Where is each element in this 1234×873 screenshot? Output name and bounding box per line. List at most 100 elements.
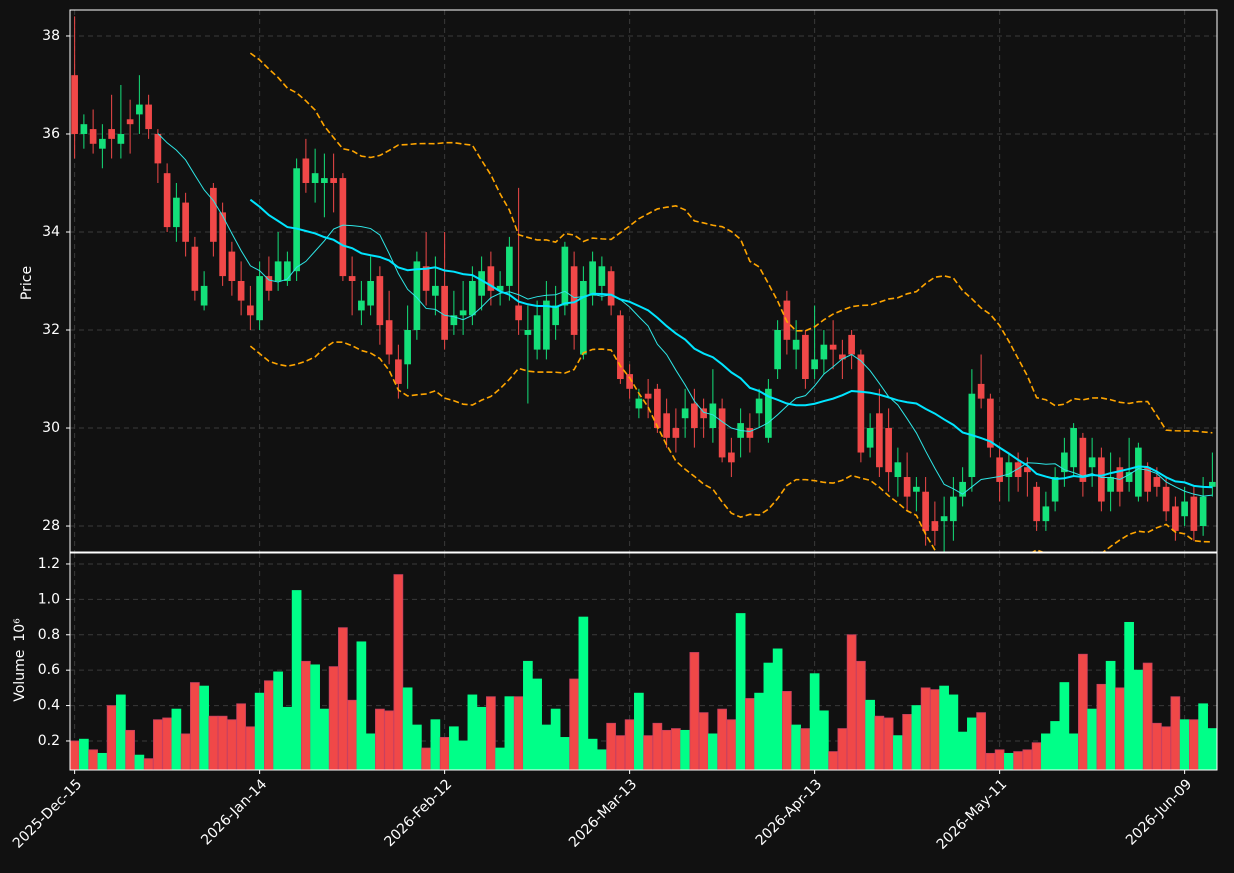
candle-body xyxy=(136,104,143,115)
volume-tick-label: 1.2 xyxy=(38,556,60,572)
candle-body xyxy=(210,187,217,242)
volume-bar xyxy=(985,752,996,770)
candle-body xyxy=(681,408,689,419)
price-panel xyxy=(71,16,1216,552)
candle-body xyxy=(385,320,393,355)
volume-bar xyxy=(1068,733,1079,770)
candle-body xyxy=(1005,462,1013,478)
volume-bar xyxy=(560,737,570,770)
y-tick-label: 28 xyxy=(42,518,60,534)
volume-bar xyxy=(79,738,89,770)
volume-bar xyxy=(856,660,866,770)
volume-panel xyxy=(70,574,1217,770)
candle-body xyxy=(950,496,957,522)
volume-tick-label: 0.6 xyxy=(38,662,60,678)
volume-bar xyxy=(1207,728,1217,770)
candle-body xyxy=(376,276,384,326)
bollinger-upper xyxy=(249,52,1213,434)
volume-bar xyxy=(523,660,533,770)
candle-body xyxy=(450,315,458,326)
volume-bar xyxy=(846,634,857,770)
candle-body xyxy=(774,330,781,370)
candle-body xyxy=(811,359,818,370)
volume-bar xyxy=(615,735,626,770)
volume-bar xyxy=(541,724,552,770)
volume-bar xyxy=(356,641,367,770)
candle-body xyxy=(700,408,707,419)
candle-body xyxy=(367,281,374,306)
candle-body xyxy=(709,403,717,429)
volume-bar xyxy=(1004,752,1014,770)
candle-body xyxy=(311,173,319,183)
candle-body xyxy=(200,285,208,306)
volume-bar xyxy=(88,749,98,770)
volume-bar xyxy=(902,714,912,770)
candle-body xyxy=(996,457,1003,482)
candle-body xyxy=(395,359,402,384)
volume-axis-label: Volume 10⁶ xyxy=(12,618,28,702)
candle-body xyxy=(256,276,263,321)
candle-body xyxy=(644,393,652,399)
candle-body xyxy=(829,344,837,350)
volume-bar xyxy=(1031,742,1042,770)
volume-bar xyxy=(227,719,237,770)
candle-body xyxy=(219,212,226,277)
volume-bar xyxy=(236,703,246,770)
volume-bar xyxy=(689,652,700,770)
volume-bar xyxy=(1078,653,1088,770)
candle-body xyxy=(1144,467,1151,492)
volume-bar xyxy=(643,735,653,770)
volume-bar xyxy=(735,613,746,770)
y-tick-label: 36 xyxy=(42,126,60,142)
candle-body xyxy=(145,104,152,130)
volume-bar xyxy=(134,754,145,770)
volume-bar xyxy=(1124,621,1134,770)
candle-body xyxy=(580,281,587,355)
candle-body xyxy=(857,354,865,453)
candle-body xyxy=(1042,506,1050,522)
volume-bar xyxy=(1050,721,1060,770)
volume-bar xyxy=(1152,722,1162,770)
volume-bar xyxy=(97,752,108,770)
candle-body xyxy=(1172,506,1179,531)
candle-body xyxy=(348,276,356,281)
volume-tick-label: 0.2 xyxy=(38,733,60,749)
volume-bar xyxy=(939,685,949,770)
volume-bar xyxy=(365,733,376,770)
candle-body xyxy=(515,305,522,321)
volume-bar xyxy=(809,673,820,770)
volume-bar xyxy=(1179,719,1190,770)
volume-bar xyxy=(143,758,154,770)
volume-bar xyxy=(652,722,663,770)
volume-tick-label: 0.8 xyxy=(38,627,60,643)
candle-body xyxy=(432,285,439,296)
price-frame xyxy=(69,9,1218,553)
moving-average xyxy=(157,133,1213,497)
candle-body xyxy=(358,300,365,311)
volume-bar xyxy=(569,678,579,770)
candle-body xyxy=(552,305,559,326)
volume-bar xyxy=(911,705,922,770)
volume-bar xyxy=(476,706,487,770)
moving-average xyxy=(249,198,1213,489)
volume-bar xyxy=(1096,683,1107,770)
volume-bar xyxy=(661,729,672,770)
candle-body xyxy=(570,266,578,335)
candle-body xyxy=(265,276,273,291)
candle-body xyxy=(718,408,726,458)
volume-bar xyxy=(439,737,450,770)
y-tick-label: 34 xyxy=(42,224,60,240)
volume-bar xyxy=(291,590,302,770)
candle-body xyxy=(792,339,800,350)
volume-bar xyxy=(606,722,616,770)
volume-bar xyxy=(763,662,774,770)
volume-bar xyxy=(819,710,829,770)
candle-body xyxy=(80,124,88,134)
candle-body xyxy=(755,398,763,414)
candle-body xyxy=(413,261,421,331)
candle-body xyxy=(237,281,245,301)
volume-bar xyxy=(1198,703,1208,770)
volume-bar xyxy=(486,696,496,770)
candle-body xyxy=(284,261,291,281)
